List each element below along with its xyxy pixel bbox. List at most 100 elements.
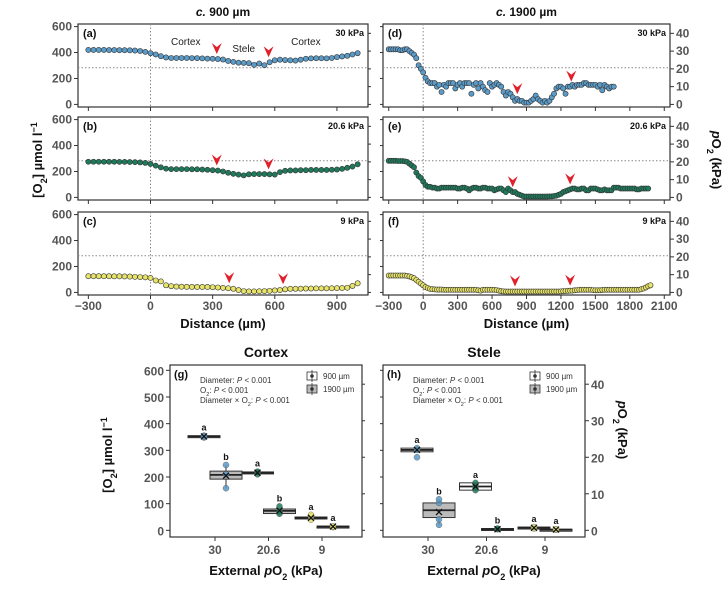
data-point bbox=[551, 90, 557, 97]
data-point bbox=[222, 471, 230, 478]
data-point bbox=[435, 521, 443, 529]
data-point bbox=[334, 166, 340, 173]
x-tick-label: 9 bbox=[319, 543, 326, 557]
significance-letter: b bbox=[223, 452, 229, 462]
data-point bbox=[183, 55, 190, 61]
data-point bbox=[245, 288, 252, 295]
data-point bbox=[349, 51, 356, 58]
data-point bbox=[106, 47, 112, 53]
data-point bbox=[328, 285, 335, 292]
x-tick-label: 600 bbox=[482, 299, 502, 313]
x-tick-label: 2100 bbox=[651, 299, 678, 313]
data-point bbox=[266, 171, 273, 178]
y-tick-label: 600 bbox=[52, 20, 72, 34]
stele-boundary-arrow bbox=[263, 46, 274, 58]
y-tick-label: 400 bbox=[144, 418, 164, 432]
data-point bbox=[147, 274, 154, 281]
data-point bbox=[256, 60, 263, 67]
region-label-cortex: Cortex bbox=[291, 37, 320, 48]
panel-label: (f) bbox=[388, 216, 399, 228]
stele-boundary-arrow bbox=[507, 176, 518, 188]
y-tick-label: 0 bbox=[65, 285, 72, 299]
data-point bbox=[137, 274, 144, 281]
data-point bbox=[121, 273, 128, 280]
mean-marker bbox=[494, 525, 501, 533]
x-tick-label: 30 bbox=[208, 543, 222, 557]
data-point bbox=[142, 160, 149, 166]
data-point bbox=[90, 47, 97, 53]
data-point bbox=[183, 166, 190, 173]
data-point bbox=[222, 461, 230, 469]
data-point bbox=[194, 55, 201, 62]
plot-frame bbox=[77, 116, 369, 201]
x-tick-label: 300 bbox=[203, 299, 223, 313]
plot-frame bbox=[169, 364, 363, 538]
data-point bbox=[354, 50, 361, 57]
data-point bbox=[468, 90, 475, 97]
legend-label: 1900 µm bbox=[546, 385, 578, 394]
panel-f: −300 0 300 600 900 1200 1500 1800 2100010203040(… bbox=[375, 211, 690, 331]
data-point bbox=[349, 163, 356, 170]
stele-boundary-arrow bbox=[565, 274, 576, 286]
x-tick-label: 20.6 bbox=[257, 543, 281, 557]
data-points bbox=[85, 158, 361, 179]
panel-b: 0 200 400 600 (b) 20.6 kPa bbox=[52, 113, 371, 204]
condition-label: 9 kPa bbox=[642, 216, 667, 226]
right-y-tick-label: 20 bbox=[591, 451, 605, 465]
data-point bbox=[302, 285, 309, 292]
panel-label: (d) bbox=[388, 28, 402, 40]
data-point bbox=[235, 59, 242, 66]
x-tick-label: 1800 bbox=[616, 299, 643, 313]
data-point bbox=[318, 55, 325, 62]
x-tick-label: 300 bbox=[448, 299, 468, 313]
y-tick-label: 600 bbox=[52, 208, 72, 222]
significance-letter: a bbox=[553, 516, 559, 526]
y-tick-label: 200 bbox=[52, 259, 72, 273]
data-point bbox=[152, 277, 159, 284]
right-y-tick-label: 20 bbox=[676, 62, 690, 76]
legend-dot bbox=[310, 387, 314, 391]
data-point bbox=[235, 287, 242, 293]
right-y-tick-label: 30 bbox=[676, 137, 690, 151]
panel-title: Stele bbox=[467, 344, 501, 360]
data-point bbox=[354, 280, 361, 287]
right-y-tick-label: 40 bbox=[676, 214, 690, 228]
data-point bbox=[277, 169, 283, 176]
significance-letter: b bbox=[495, 516, 501, 526]
panel-e: 0 10 20 30 40 (e) 20.6 kPa bbox=[380, 116, 690, 204]
data-point bbox=[157, 164, 164, 171]
data-point bbox=[214, 284, 221, 291]
significance-letter: b bbox=[277, 493, 283, 503]
panel-label: (a) bbox=[83, 28, 97, 40]
data-point bbox=[420, 69, 427, 76]
panel-title: Cortex bbox=[244, 344, 289, 360]
right-y-tick-label: 10 bbox=[676, 268, 690, 282]
right-y-tick-label: 40 bbox=[591, 378, 605, 392]
data-point bbox=[251, 61, 257, 68]
y-tick-label: 0 bbox=[157, 524, 164, 538]
data-point bbox=[85, 158, 92, 165]
data-point bbox=[189, 284, 195, 290]
data-point bbox=[90, 273, 97, 280]
condition-label: 9 kPa bbox=[340, 216, 365, 226]
right-y-tick-label: 0 bbox=[676, 97, 683, 111]
data-point bbox=[251, 171, 257, 177]
legend-dot bbox=[533, 374, 537, 378]
y-tick-label: 400 bbox=[52, 234, 72, 248]
data-point bbox=[435, 496, 443, 503]
data-point bbox=[266, 287, 273, 294]
mean-marker bbox=[276, 507, 283, 515]
data-point bbox=[271, 171, 278, 178]
box-1900m-9: a bbox=[539, 516, 573, 534]
data-point bbox=[147, 161, 154, 167]
stele-boundary-arrow bbox=[510, 275, 521, 287]
data-point bbox=[111, 47, 118, 53]
data-point bbox=[251, 288, 257, 295]
right-y-tick-label: 30 bbox=[591, 415, 605, 429]
data-point bbox=[287, 57, 294, 64]
data-point bbox=[266, 59, 273, 66]
x-axis-label: Distance (µm) bbox=[484, 316, 570, 331]
data-point bbox=[189, 166, 195, 173]
y-tick-label: 200 bbox=[52, 71, 72, 85]
